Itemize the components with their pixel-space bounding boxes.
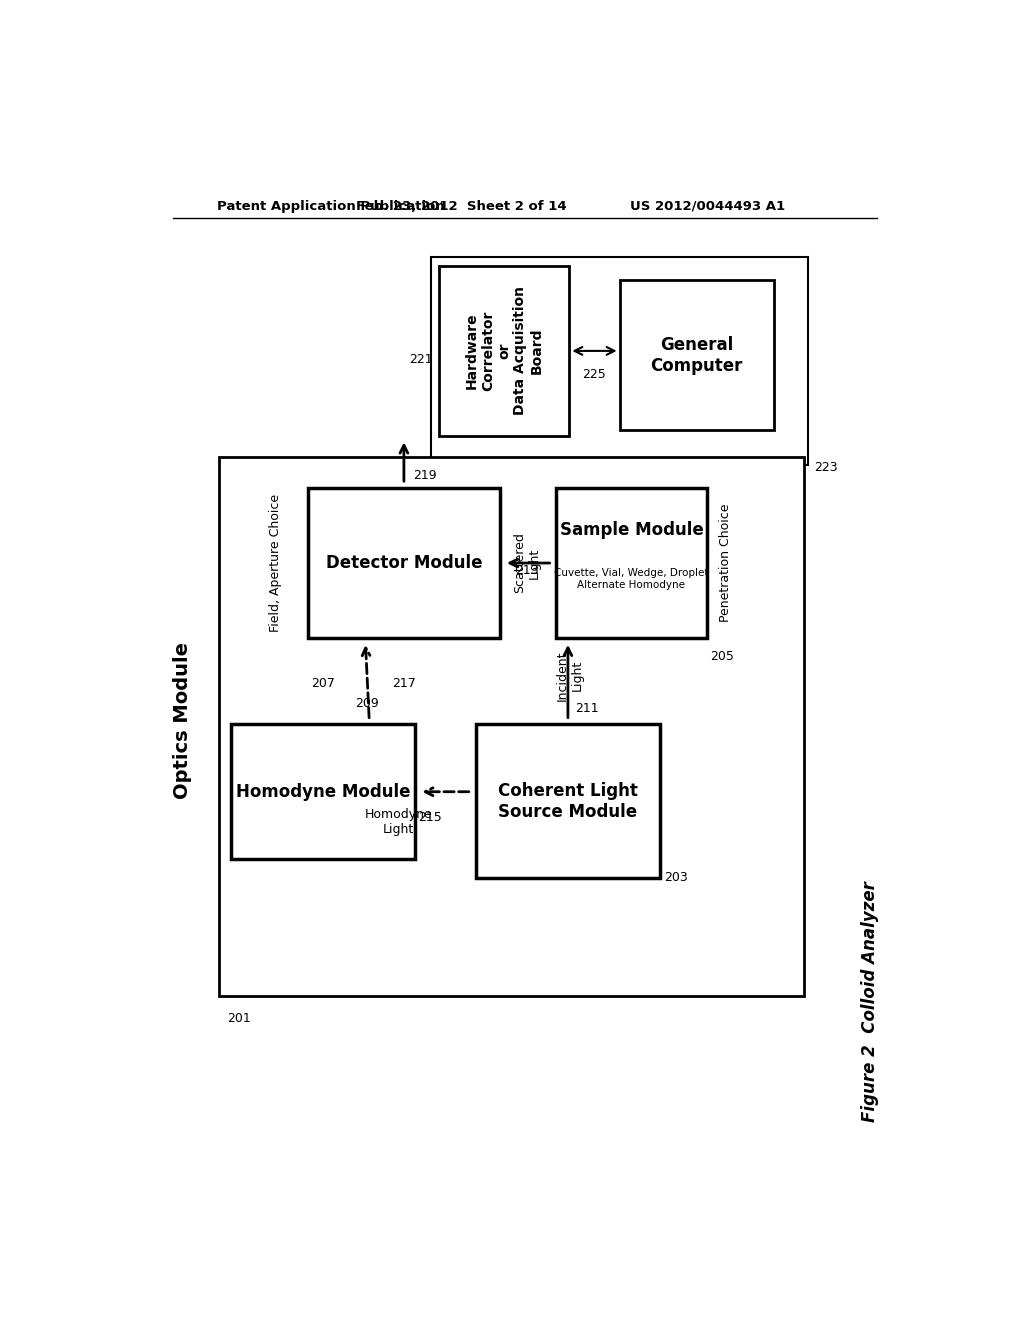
Bar: [431, 257, 808, 465]
Text: Field, Aperture Choice: Field, Aperture Choice: [269, 494, 282, 632]
Text: Feb. 23, 2012  Sheet 2 of 14: Feb. 23, 2012 Sheet 2 of 14: [356, 199, 567, 213]
Text: 215: 215: [418, 810, 442, 824]
Text: 211: 211: [575, 702, 599, 715]
Text: Scattered
Light: Scattered Light: [513, 532, 541, 594]
Text: General
Computer: General Computer: [650, 335, 742, 375]
Text: 221: 221: [409, 352, 432, 366]
Text: 209: 209: [355, 697, 379, 710]
Text: Cuvette, Vial, Wedge, Droplet
Alternate Homodyne: Cuvette, Vial, Wedge, Droplet Alternate …: [554, 568, 709, 590]
Text: Homodyne Module: Homodyne Module: [236, 783, 411, 801]
Bar: [556, 488, 707, 638]
Text: US 2012/0044493 A1: US 2012/0044493 A1: [630, 199, 785, 213]
Bar: [307, 488, 500, 638]
Text: Figure 2  Colloid Analyzer: Figure 2 Colloid Analyzer: [861, 882, 879, 1122]
Text: Penetration Choice: Penetration Choice: [719, 504, 732, 622]
Text: Patent Application Publication: Patent Application Publication: [217, 199, 444, 213]
Text: 225: 225: [583, 368, 606, 381]
Text: Detector Module: Detector Module: [326, 554, 482, 572]
Text: 205: 205: [711, 649, 734, 663]
Text: 219: 219: [413, 469, 437, 482]
Text: Sample Module: Sample Module: [559, 521, 703, 540]
Text: Optics Module: Optics Module: [173, 642, 193, 799]
Text: 217: 217: [392, 677, 416, 689]
Text: 201: 201: [226, 1011, 251, 1024]
Text: Coherent Light
Source Module: Coherent Light Source Module: [498, 781, 638, 821]
Bar: [219, 457, 804, 997]
Text: Incident
Light: Incident Light: [555, 651, 584, 701]
Text: 213: 213: [515, 564, 540, 577]
Text: Homodyne
Light: Homodyne Light: [365, 808, 432, 836]
Text: 223: 223: [814, 461, 838, 474]
Bar: [475, 725, 660, 878]
Bar: [230, 725, 416, 859]
Text: Hardware
Correlator
or
Data Acquisition
Board: Hardware Correlator or Data Acquisition …: [465, 286, 544, 416]
Text: 207: 207: [310, 677, 335, 689]
Bar: [438, 267, 569, 436]
Bar: [620, 280, 773, 430]
Text: 203: 203: [665, 871, 688, 883]
